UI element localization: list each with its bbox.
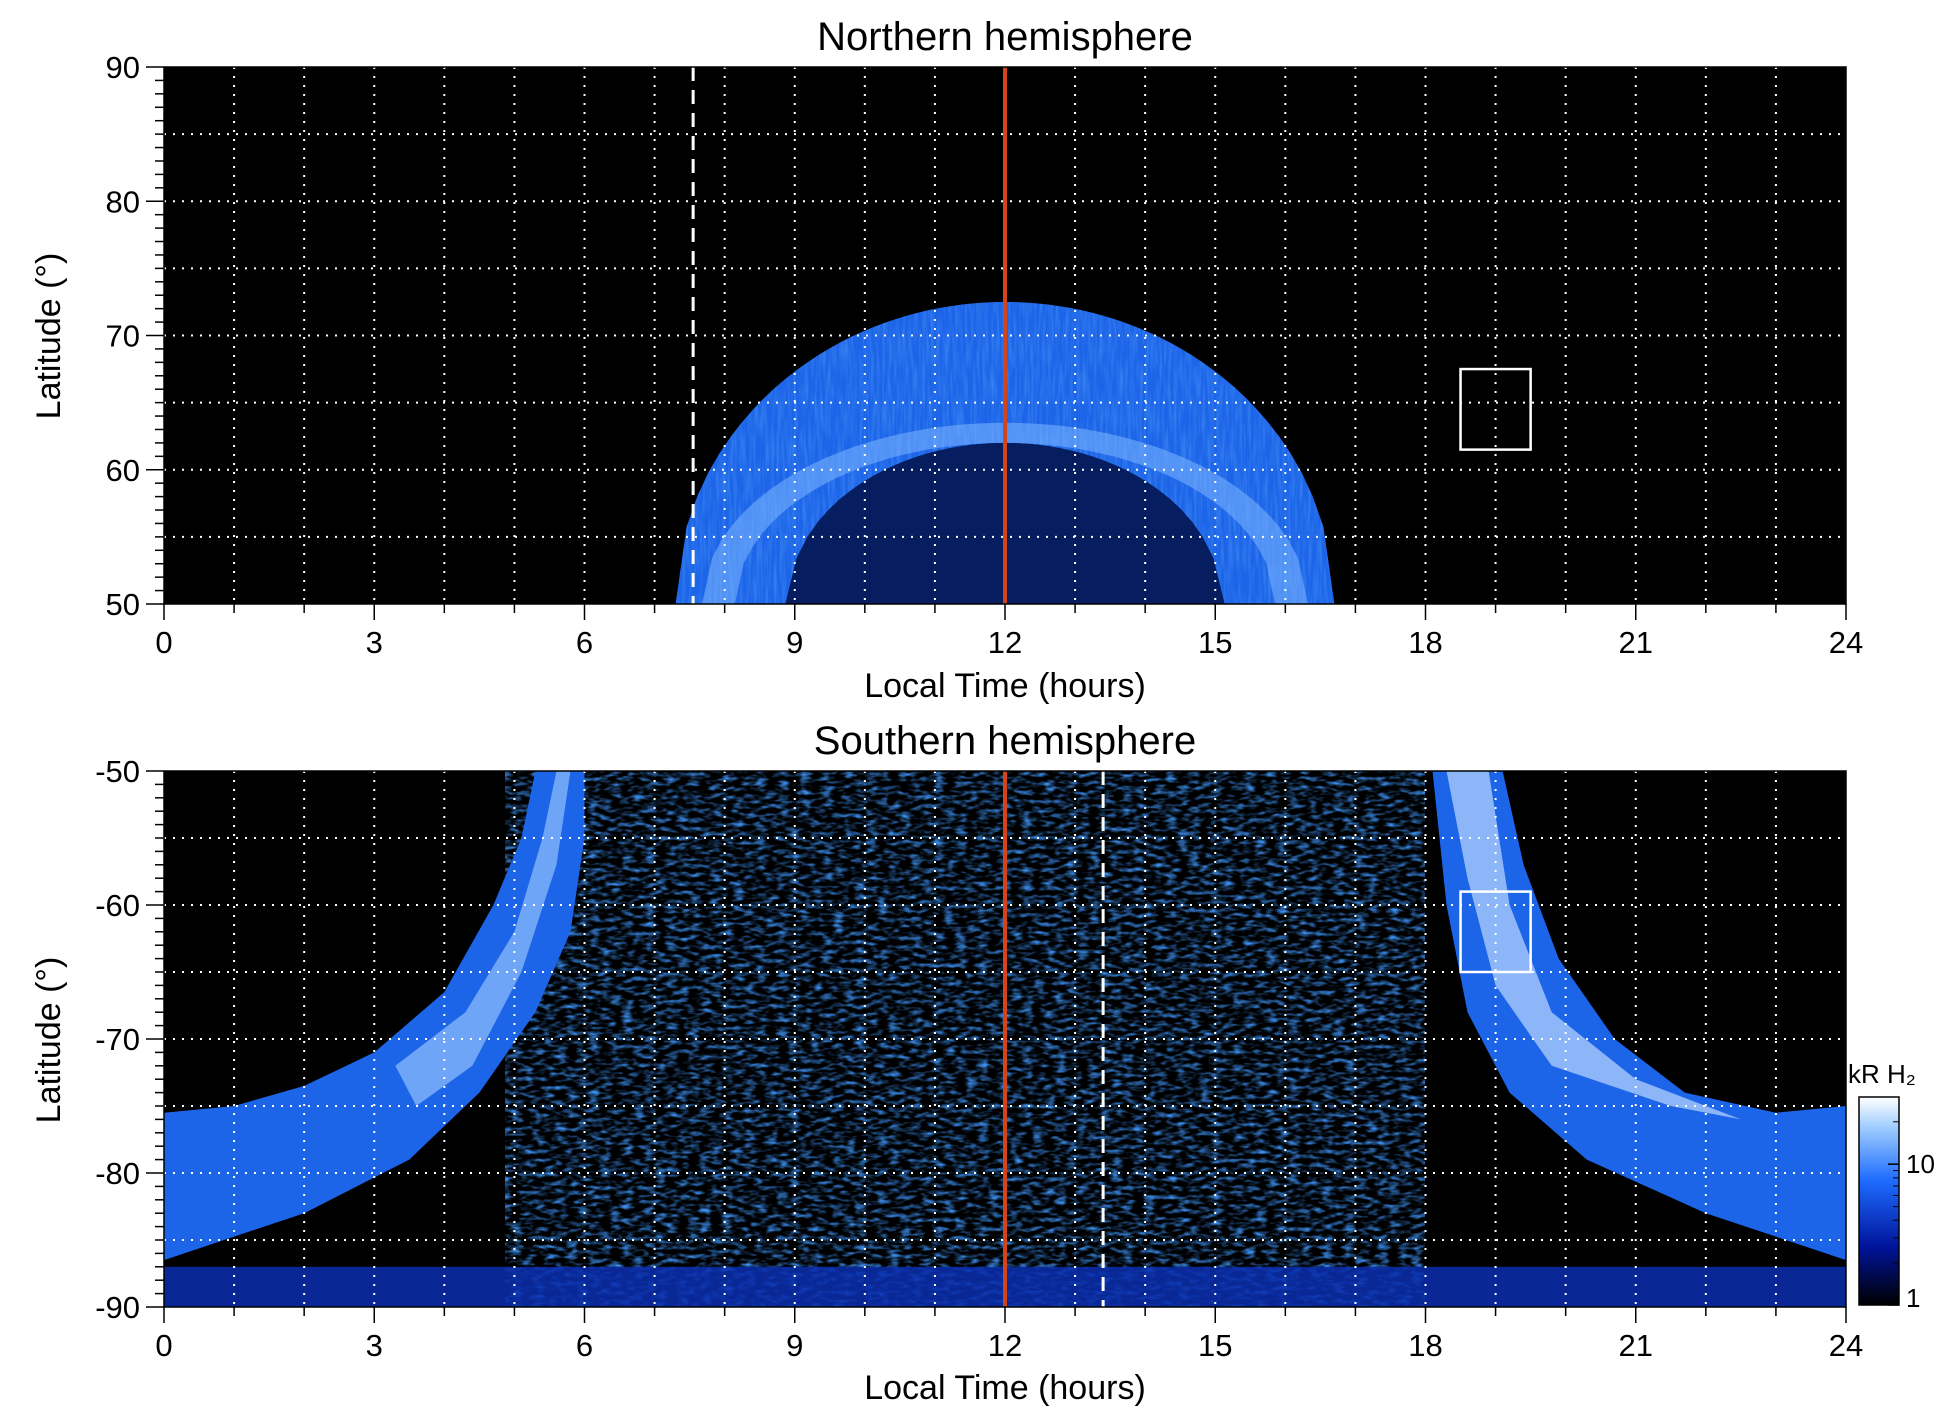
north-y-axis-label: Latitude (°) xyxy=(30,253,68,420)
north-x-tick-label: 3 xyxy=(366,625,383,660)
south-x-tick-label: 6 xyxy=(576,1328,593,1363)
south-auroral-oval-dusk-core xyxy=(1446,771,1741,1120)
north-x-tick-label: 15 xyxy=(1198,625,1232,660)
south-heatmap xyxy=(164,771,1846,1307)
north-x-tick-label: 18 xyxy=(1408,625,1442,660)
south-x-tick-label: 18 xyxy=(1408,1328,1442,1363)
south-x-tick-label: 24 xyxy=(1829,1328,1863,1363)
south-y-tick-label: -60 xyxy=(95,888,140,923)
north-y-tick-label: 60 xyxy=(106,453,140,488)
south-x-axis-label: Local Time (hours) xyxy=(864,1369,1146,1407)
south-x-tick-label: 12 xyxy=(988,1328,1022,1363)
south-auroral-oval-dawn xyxy=(164,771,585,1261)
south-y-ticks: -50 -60 -70 -80 -90 xyxy=(95,754,164,1325)
north-x-tick-label: 6 xyxy=(576,625,593,660)
south-y-tick-label: -90 xyxy=(95,1290,140,1325)
south-x-ticks: 0 3 6 9 12 15 18 21 24 xyxy=(155,1307,1863,1363)
south-x-tick-label: 15 xyxy=(1198,1328,1232,1363)
south-panel: Southern hemisphere -50 -60 -70 -80 -90 0 3 6 9… xyxy=(30,719,1935,1407)
south-y-axis-label: Latitude (°) xyxy=(30,957,68,1124)
south-y-tick-label: -80 xyxy=(95,1156,140,1191)
south-auroral-oval-dawn-core xyxy=(395,771,571,1106)
south-y-tick-label: -70 xyxy=(95,1022,140,1057)
north-y-tick-label: 50 xyxy=(106,587,140,622)
north-y-ticks: 50 60 70 80 90 xyxy=(106,50,164,622)
colorbar: kR H₂ 1 10 xyxy=(1848,1059,1935,1313)
north-panel: Northern hemisphere 50 60 70 80 90 0 3 6 9 12 15 1… xyxy=(30,15,1863,705)
south-title: Southern hemisphere xyxy=(814,719,1196,763)
north-x-tick-label: 9 xyxy=(786,625,803,660)
north-x-ticks: 0 3 6 9 12 15 18 21 24 xyxy=(155,604,1863,660)
north-x-tick-label: 0 xyxy=(155,625,172,660)
north-x-tick-label: 21 xyxy=(1619,625,1653,660)
north-region-box xyxy=(1459,367,1532,451)
north-x-tick-label: 24 xyxy=(1829,625,1863,660)
north-auroral-oval-core xyxy=(702,422,1308,604)
north-y-tick-label: 70 xyxy=(106,319,140,354)
north-title: Northern hemisphere xyxy=(817,15,1193,59)
north-x-axis-label: Local Time (hours) xyxy=(864,667,1146,705)
south-x-tick-label: 3 xyxy=(366,1328,383,1363)
north-y-tick-label: 80 xyxy=(106,184,140,219)
colorbar-label: kR H₂ xyxy=(1848,1059,1916,1089)
north-y-tick-label: 90 xyxy=(106,50,140,85)
south-grid xyxy=(164,771,1846,1307)
south-x-tick-label: 9 xyxy=(786,1328,803,1363)
colorbar-tick-label: 1 xyxy=(1906,1283,1920,1313)
south-auroral-oval-dusk xyxy=(1432,771,1846,1261)
south-x-tick-label: 21 xyxy=(1619,1328,1653,1363)
south-y-tick-label: -50 xyxy=(95,754,140,789)
north-x-tick-label: 12 xyxy=(988,625,1022,660)
south-x-tick-label: 0 xyxy=(155,1328,172,1363)
colorbar-ticks: 1 10 xyxy=(1888,1096,1935,1313)
colorbar-tick-label: 10 xyxy=(1906,1149,1935,1179)
north-grid xyxy=(164,67,1846,604)
colorbar-gradient xyxy=(1858,1096,1900,1306)
south-region-box xyxy=(1459,890,1532,974)
